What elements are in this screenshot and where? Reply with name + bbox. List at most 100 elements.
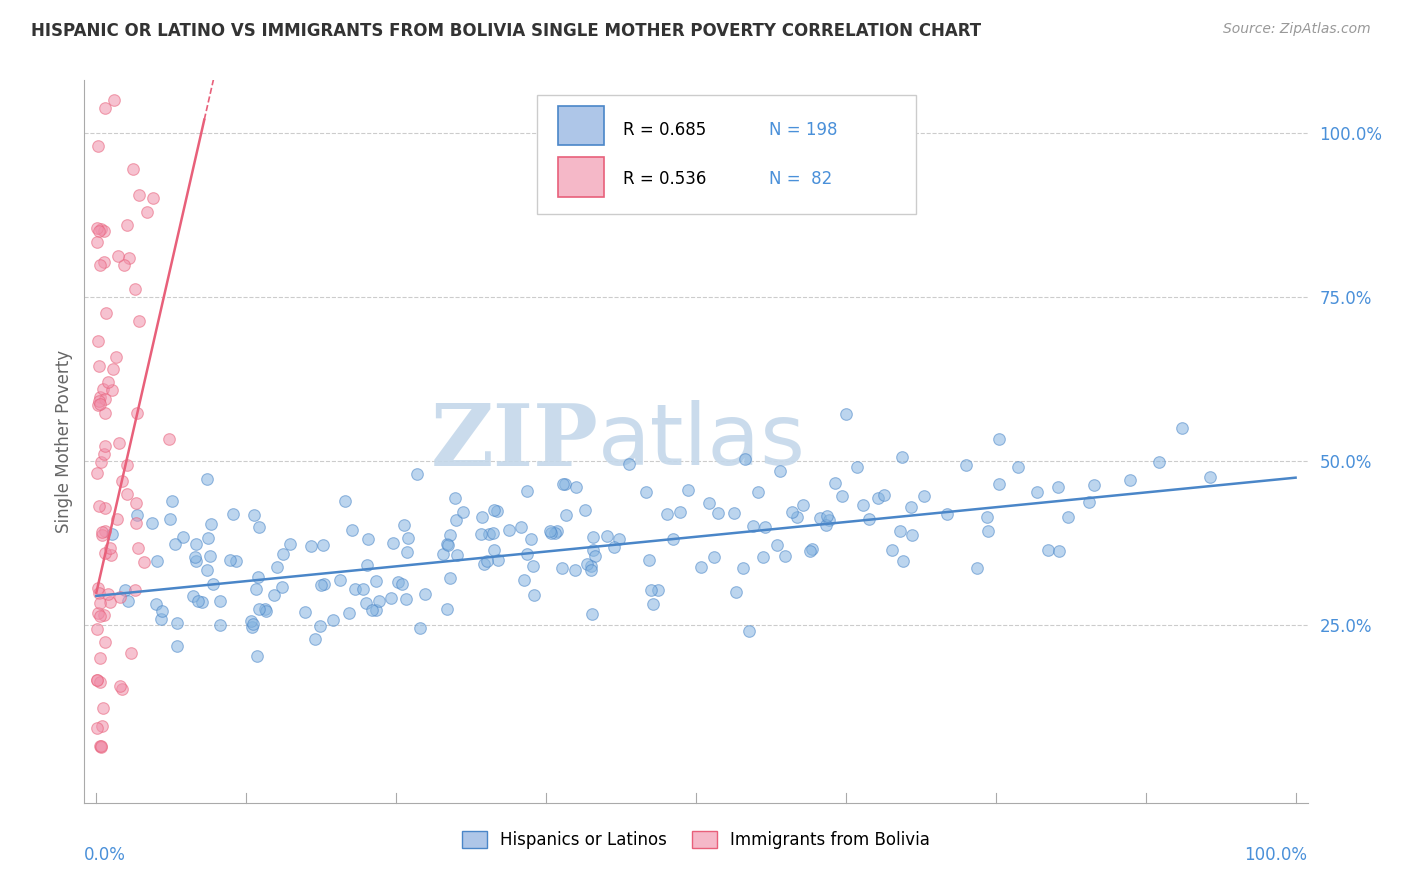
Point — [1078, 494, 1101, 508]
Point — [835, 407, 858, 421]
Point — [89, 596, 111, 610]
Point — [769, 464, 792, 478]
Point — [87, 581, 110, 595]
Point — [367, 593, 389, 607]
Point — [554, 477, 576, 491]
Point — [271, 580, 294, 594]
Point — [299, 539, 322, 553]
Point — [101, 362, 124, 376]
Point — [815, 509, 838, 524]
Point — [187, 594, 209, 608]
Point — [1046, 480, 1069, 494]
Point — [115, 487, 138, 501]
Point — [799, 544, 821, 558]
Point — [936, 507, 959, 521]
Point — [352, 582, 374, 597]
Point — [661, 533, 683, 547]
Point — [249, 601, 271, 615]
Point — [395, 591, 418, 606]
Point — [87, 224, 110, 238]
Point — [484, 503, 506, 517]
Point — [724, 585, 747, 599]
Text: 100.0%: 100.0% — [1244, 847, 1308, 864]
Point — [141, 516, 163, 531]
Point — [522, 558, 544, 573]
Point — [808, 510, 831, 524]
FancyBboxPatch shape — [558, 105, 605, 145]
Text: 0.0%: 0.0% — [84, 847, 127, 864]
Point — [125, 508, 148, 522]
Point — [145, 597, 167, 611]
Point — [987, 432, 1010, 446]
Point — [112, 258, 135, 272]
Point — [183, 550, 205, 565]
Point — [100, 548, 122, 562]
Point — [93, 447, 115, 461]
Point — [976, 509, 998, 524]
Point — [439, 527, 461, 541]
Point — [366, 603, 388, 617]
Point — [356, 596, 378, 610]
Point — [657, 508, 679, 522]
Point — [89, 739, 111, 754]
Point — [647, 583, 669, 598]
Point — [893, 554, 915, 568]
Point — [309, 618, 332, 632]
Point — [564, 480, 586, 494]
Point — [107, 249, 129, 263]
Point — [1170, 421, 1192, 435]
Point — [93, 224, 115, 238]
Point — [195, 472, 218, 486]
Point — [690, 559, 713, 574]
Point — [873, 488, 896, 502]
Point — [86, 673, 108, 688]
Point — [966, 560, 988, 574]
Point — [242, 616, 264, 631]
Point — [880, 543, 903, 558]
Point — [413, 587, 436, 601]
Point — [124, 281, 146, 295]
Point — [89, 258, 111, 272]
Point — [444, 491, 467, 505]
Point — [858, 511, 880, 525]
Point — [157, 432, 180, 446]
Point — [582, 529, 605, 543]
Point — [240, 620, 263, 634]
Point — [314, 577, 336, 591]
Legend: Hispanics or Latinos, Immigrants from Bolivia: Hispanics or Latinos, Immigrants from Bo… — [456, 824, 936, 856]
Point — [1047, 544, 1070, 558]
Point — [482, 525, 505, 540]
Point — [245, 649, 267, 664]
Point — [94, 392, 117, 406]
Point — [408, 621, 430, 635]
Point — [453, 506, 475, 520]
Point — [86, 673, 108, 687]
Point — [90, 525, 112, 540]
Point — [1007, 460, 1029, 475]
Point — [91, 528, 114, 542]
Point — [322, 613, 344, 627]
Point — [90, 455, 112, 469]
Point — [201, 577, 224, 591]
Point — [118, 251, 141, 265]
Point — [544, 525, 567, 540]
Point — [738, 624, 761, 638]
Point — [731, 561, 754, 575]
Point — [90, 739, 112, 753]
Point — [380, 591, 402, 605]
FancyBboxPatch shape — [558, 157, 605, 197]
Point — [478, 526, 501, 541]
Point — [87, 398, 110, 412]
Point — [86, 235, 108, 250]
Point — [831, 489, 853, 503]
Point — [108, 590, 131, 604]
Point — [446, 548, 468, 562]
Point — [208, 593, 231, 607]
Point — [263, 588, 285, 602]
Text: N = 198: N = 198 — [769, 120, 838, 138]
Point — [172, 531, 194, 545]
Point — [333, 493, 356, 508]
Point — [89, 397, 111, 411]
Point — [117, 594, 139, 608]
Point — [707, 506, 730, 520]
